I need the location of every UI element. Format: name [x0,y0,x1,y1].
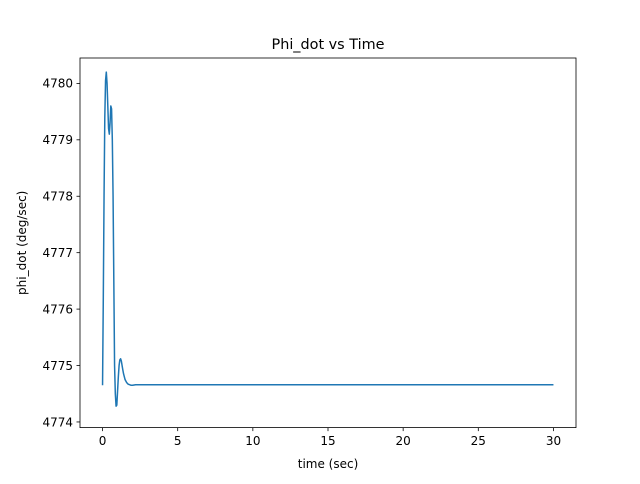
x-tick-label: 5 [174,434,182,448]
x-tick-label: 0 [99,434,107,448]
x-tick-label: 10 [245,434,260,448]
x-axis: 0 5 10 15 20 25 30 [99,427,561,448]
y-axis: 4774 4775 4776 4777 4778 4779 4780 [42,77,80,429]
y-tick-label: 4775 [42,359,73,373]
x-tick-label: 15 [320,434,335,448]
y-tick-label: 4780 [42,77,73,91]
y-tick-label: 4779 [42,133,73,147]
x-tick-label: 30 [546,434,561,448]
y-tick-label: 4776 [42,302,73,316]
y-axis-label: phi_dot (deg/sec) [15,191,29,295]
series-line-0 [101,71,554,407]
chart-title: Phi_dot vs Time [272,37,385,53]
y-tick-label: 4774 [42,415,73,429]
x-tick-label: 25 [471,434,486,448]
y-tick-label: 4777 [42,246,73,260]
x-axis-label: time (sec) [298,457,359,471]
x-tick-label: 20 [396,434,411,448]
y-tick-label: 4778 [42,190,73,204]
plot-area [101,71,554,407]
